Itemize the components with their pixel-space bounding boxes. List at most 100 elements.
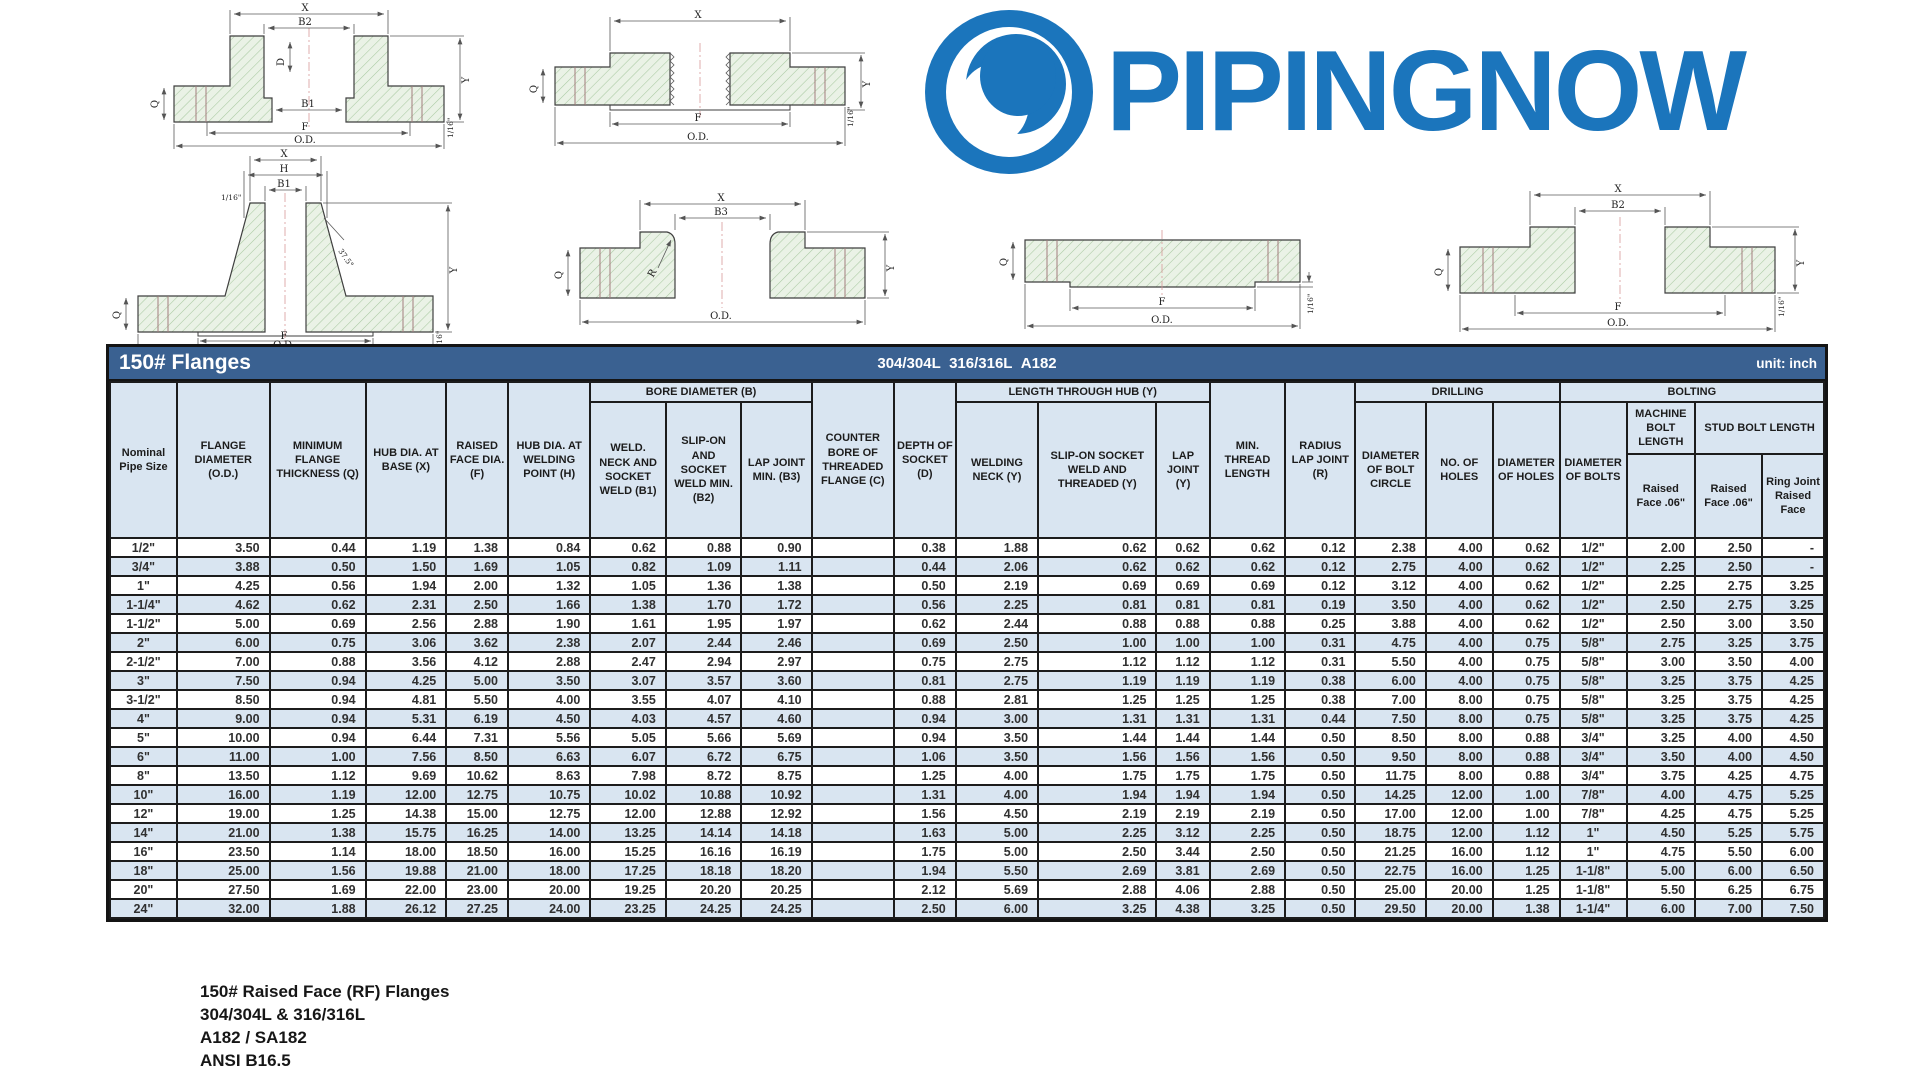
table-cell: 1.94 bbox=[364, 575, 448, 596]
table-cell: 4.00 bbox=[1424, 556, 1494, 577]
table-cell: 0.75 bbox=[1491, 689, 1561, 710]
table-cell: 0.84 bbox=[506, 537, 592, 558]
table-cell: 1.19 bbox=[364, 537, 448, 558]
table-cell bbox=[810, 860, 895, 881]
table-cell: 2.12 bbox=[892, 879, 957, 900]
table-row: 16" 23.50 1.14 18.00 18.50 16.00 15.25 16.16 16.… bbox=[109, 841, 1825, 862]
table-cell: 3.75 bbox=[1761, 632, 1825, 653]
group-header-length-through-hub: LENGTH THROUGH HUB (Y) bbox=[954, 381, 1211, 403]
table-cell: 0.62 bbox=[892, 613, 957, 634]
table-cell: 12.75 bbox=[445, 784, 509, 805]
table-cell: 3.25 bbox=[1037, 898, 1158, 919]
table-cell: 10.92 bbox=[740, 784, 813, 805]
dim-label-sixteenth: 1/16" bbox=[846, 107, 855, 127]
table-cell bbox=[810, 537, 895, 558]
table-cell: 0.75 bbox=[1491, 708, 1561, 729]
table-cell: 4.25 bbox=[1761, 689, 1825, 710]
table-cell: 0.25 bbox=[1284, 613, 1357, 634]
dim-label-y: Y bbox=[862, 80, 873, 88]
table-cell: 0.94 bbox=[268, 727, 367, 748]
table-cell bbox=[810, 727, 895, 748]
table-cell: 0.50 bbox=[1284, 822, 1357, 843]
table-cell: 4.50 bbox=[1761, 727, 1825, 748]
table-cell: 0.12 bbox=[1284, 556, 1357, 577]
table-cell: 0.50 bbox=[1284, 784, 1357, 805]
table-cell: 4.50 bbox=[506, 708, 592, 729]
table-cell: 4.00 bbox=[1424, 594, 1494, 615]
table-cell: 0.88 bbox=[1491, 765, 1561, 786]
table-cell: 2.97 bbox=[740, 651, 813, 672]
table-cell: 4.62 bbox=[175, 594, 271, 615]
table-cell: 2.69 bbox=[1037, 860, 1158, 881]
table-cell: 0.69 bbox=[1208, 575, 1287, 596]
table-cell: 3.12 bbox=[1155, 822, 1211, 843]
table-row: 3/4" 3.88 0.50 1.50 1.69 1.05 0.82 1.09 1.11 0.44… bbox=[109, 556, 1825, 577]
table-cell: 5.50 bbox=[1625, 879, 1697, 900]
table-cell: 2.44 bbox=[664, 632, 743, 653]
lap-joint-flange-diagram: X B3 Q R O.D. Y bbox=[554, 193, 897, 325]
table-cell: 5.75 bbox=[1761, 822, 1825, 843]
table-cell: 1.25 bbox=[1155, 689, 1211, 710]
table-cell: 5.25 bbox=[1694, 822, 1764, 843]
col-header-hub-dia-welding: HUB DIA. AT WELDING POINT (H) bbox=[506, 381, 592, 539]
table-cell: 2.56 bbox=[364, 613, 448, 634]
table-cell: 3/4" bbox=[1558, 765, 1628, 786]
table-cell: 20" bbox=[109, 879, 178, 900]
table-cell: 1.38 bbox=[1491, 898, 1561, 919]
col-header-min-thread: MIN. THREAD LENGTH bbox=[1208, 381, 1287, 539]
table-cell: 0.69 bbox=[1155, 575, 1211, 596]
table-cell: 21.00 bbox=[175, 822, 271, 843]
col-header-dia-bolts: DIAMETER OF BOLTS bbox=[1558, 401, 1628, 539]
table-cell: 8.50 bbox=[445, 746, 509, 767]
table-cell: 12.00 bbox=[1424, 803, 1494, 824]
threaded-flange-diagram: X F O.D. Q Y 1/16" bbox=[529, 10, 873, 146]
table-cell: 3.56 bbox=[364, 651, 448, 672]
table-cell: 1/2" bbox=[1558, 537, 1628, 558]
table-cell: 5/8" bbox=[1558, 651, 1628, 672]
table-cell: 3.57 bbox=[664, 670, 743, 691]
table-cell: 3.75 bbox=[1694, 708, 1764, 729]
table-cell: 19.88 bbox=[364, 860, 448, 881]
table-cell: 0.50 bbox=[268, 556, 367, 577]
table-cell: 0.31 bbox=[1284, 651, 1357, 672]
table-cell bbox=[810, 613, 895, 634]
table-cell: 1.31 bbox=[1208, 708, 1287, 729]
table-cell: 3.55 bbox=[589, 689, 667, 710]
table-cell: 1.00 bbox=[1491, 803, 1561, 824]
table-cell: 0.81 bbox=[1155, 594, 1211, 615]
table-cell: 3.25 bbox=[1761, 594, 1825, 615]
table-cell: 0.12 bbox=[1284, 537, 1357, 558]
table-cell: 23.50 bbox=[175, 841, 271, 862]
table-cell: 1.25 bbox=[892, 765, 957, 786]
table-cell: 16.00 bbox=[175, 784, 271, 805]
table-cell: 1.72 bbox=[740, 594, 813, 615]
table-cell: 2.88 bbox=[445, 613, 509, 634]
table-cell: 0.44 bbox=[268, 537, 367, 558]
table-cell: 0.94 bbox=[268, 708, 367, 729]
table-cell: 5.00 bbox=[1625, 860, 1697, 881]
table-cell: 1.36 bbox=[664, 575, 743, 596]
table-cell: 6.00 bbox=[954, 898, 1040, 919]
dim-label-b2: B2 bbox=[298, 17, 312, 28]
table-cell: 0.44 bbox=[892, 556, 957, 577]
table-cell: 1.12 bbox=[1208, 651, 1287, 672]
table-cell: 25.00 bbox=[175, 860, 271, 881]
table-cell: 1.56 bbox=[1155, 746, 1211, 767]
dim-label-od: O.D. bbox=[294, 135, 316, 146]
dim-label-od: O.D. bbox=[710, 311, 732, 322]
table-cell: 1.69 bbox=[445, 556, 509, 577]
table-cell: 1.11 bbox=[740, 556, 813, 577]
table-cell: 3.25 bbox=[1625, 670, 1697, 691]
table-cell: 3" bbox=[109, 670, 178, 691]
table-cell: 12.88 bbox=[664, 803, 743, 824]
dim-label-q: Q bbox=[1434, 268, 1445, 276]
table-cell: 1.63 bbox=[892, 822, 957, 843]
table-row: 6" 11.00 1.00 7.56 8.50 6.63 6.07 6.72 6.75 1.06 3… bbox=[109, 746, 1825, 767]
dim-label-f: F bbox=[1159, 297, 1166, 308]
table-cell: 13.50 bbox=[175, 765, 271, 786]
table-cell: 10.02 bbox=[589, 784, 667, 805]
table-cell: 4.00 bbox=[954, 765, 1040, 786]
table-cell: 1.12 bbox=[1491, 822, 1561, 843]
table-cell bbox=[810, 575, 895, 596]
table-cell: 0.50 bbox=[1284, 746, 1357, 767]
